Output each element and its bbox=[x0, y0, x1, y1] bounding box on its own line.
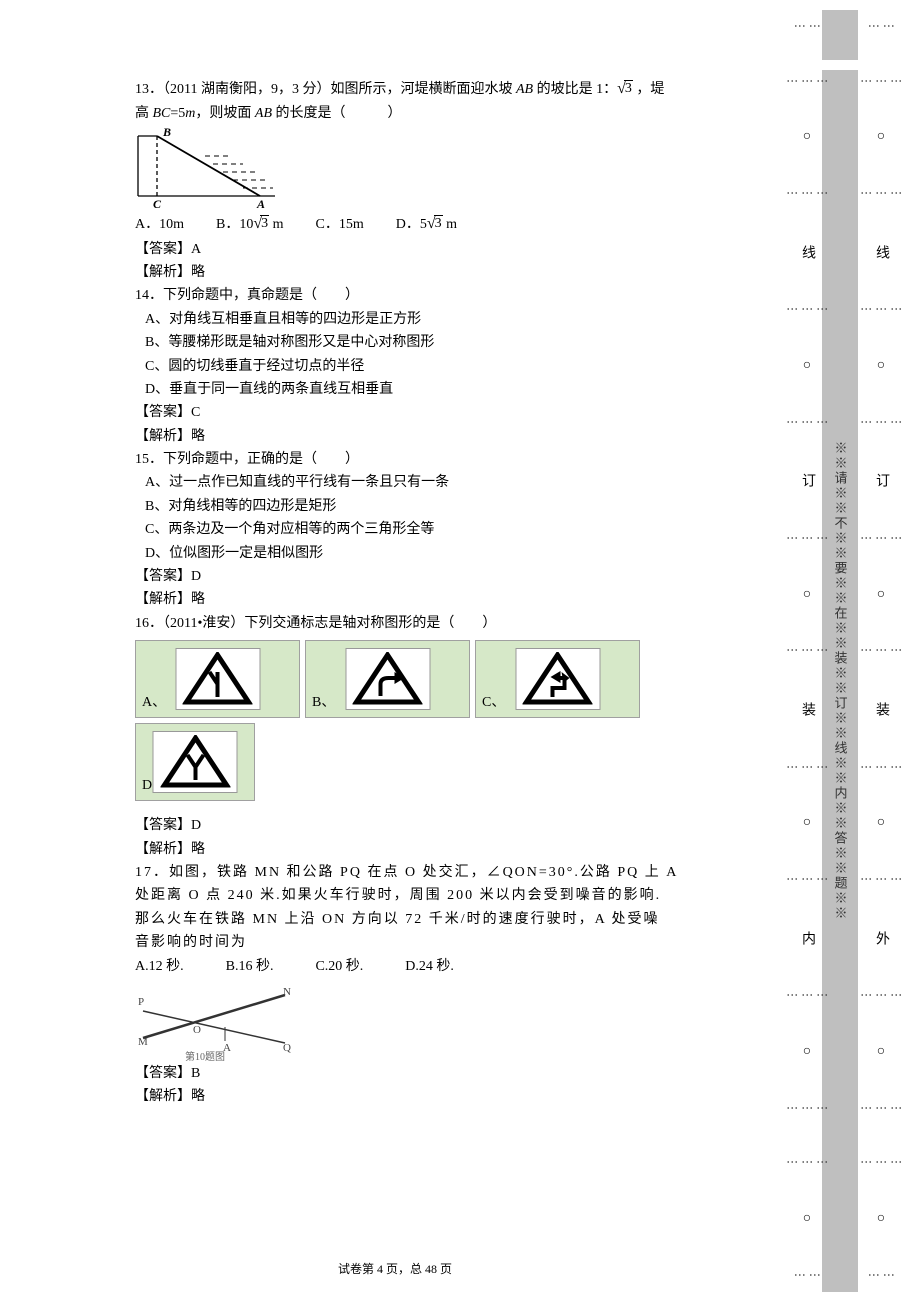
y-junction-sign-icon bbox=[153, 731, 238, 793]
q16-signs: A、 B、 C、 bbox=[135, 640, 755, 718]
q17-l4: 音影响的时间为 bbox=[135, 932, 755, 954]
svg-text:A: A bbox=[256, 197, 265, 208]
q16-signs-2: D、 bbox=[135, 723, 755, 801]
q14-d: D、垂直于同一直线的两条直线互相垂直 bbox=[145, 379, 755, 401]
q15-c: C、两条边及一个角对应相等的两个三角形全等 bbox=[145, 519, 755, 541]
q15-stem: 15．下列命题中，正确的是（ ） bbox=[135, 449, 755, 471]
svg-text:Q: Q bbox=[283, 1042, 291, 1054]
q14-b: B、等腰梯形既是轴对称图形又是中心对称图形 bbox=[145, 332, 755, 354]
q13-post: ，堤 bbox=[633, 82, 665, 97]
q13-options: A．10m B．10√3 m C．15m D．5√3 m bbox=[135, 211, 755, 237]
sqrt-3-icon: √3 bbox=[617, 76, 633, 102]
merge-left-sign-icon bbox=[175, 648, 260, 710]
q13-stem-line1: 13．（2011 湖南衡阳，9，3 分）如图所示，河堤横断面迎水坡 AB 的坡比… bbox=[135, 76, 755, 102]
sqrt-3-icon: √3 bbox=[427, 211, 443, 237]
svg-text:C: C bbox=[153, 197, 162, 208]
page-footer: 试卷第 4 页，总 48 页 bbox=[0, 1260, 790, 1277]
svg-text:N: N bbox=[283, 986, 291, 998]
q14-a: A、对角线互相垂直且相等的四边形是正方形 bbox=[145, 309, 755, 331]
q16-stem: 16．（2011•淮安）下列交通标志是轴对称图形的是（ ） bbox=[135, 613, 755, 635]
sign-a: A、 bbox=[135, 640, 300, 718]
q17-explain: 【解析】略 bbox=[135, 1086, 755, 1108]
q15-d: D、位似图形一定是相似图形 bbox=[145, 543, 755, 565]
q13-ab: AB bbox=[516, 82, 533, 97]
q17-l2: 处距离 O 点 240 米.如果火车行驶时，周围 200 米以内会受到噪音的影响… bbox=[135, 885, 755, 907]
binding-col-outer: ⋮ ⋮⋮ ⋮ ⋮○⋮ ⋮ ⋮线⋮ ⋮ ⋮○⋮ ⋮ ⋮订⋮ ⋮ ⋮○⋮ ⋮ ⋮装⋮… bbox=[866, 0, 896, 1302]
q15-b: B、对角线相等的四边形是矩形 bbox=[145, 496, 755, 518]
q17-opts: A.12 秒. B.16 秒. C.20 秒. D.24 秒. bbox=[135, 956, 755, 978]
q13-pre: 13．（2011 湖南衡阳，9，3 分）如图所示，河堤横断面迎水坡 bbox=[135, 82, 516, 97]
q17-diagram: P M O A N Q 第10题图 bbox=[135, 983, 295, 1058]
curve-right-sign-icon bbox=[345, 648, 430, 710]
page-content: 13．（2011 湖南衡阳，9，3 分）如图所示，河堤横断面迎水坡 AB 的坡比… bbox=[135, 75, 755, 1110]
q14-stem: 14．下列命题中，真命题是（ ） bbox=[135, 285, 755, 307]
q17-l1: 17．如图，铁路 MN 和公路 PQ 在点 O 处交汇，∠QON=30°.公路 … bbox=[135, 862, 755, 884]
q13-explain: 【解析】略 bbox=[135, 262, 755, 284]
q14-c: C、圆的切线垂直于经过切点的半径 bbox=[145, 356, 755, 378]
svg-text:O: O bbox=[193, 1024, 201, 1036]
q17-l3: 那么火车在铁路 MN 上沿 ON 方向以 72 千米/时的速度行驶时，A 处受噪 bbox=[135, 909, 755, 931]
sign-b: B、 bbox=[305, 640, 470, 718]
zigzag-sign-icon bbox=[515, 648, 600, 710]
svg-text:B: B bbox=[162, 128, 171, 139]
binding-col-inner: ⋮ ⋮⋮ ⋮ ⋮○⋮ ⋮ ⋮线⋮ ⋮ ⋮○⋮ ⋮ ⋮订⋮ ⋮ ⋮○⋮ ⋮ ⋮装⋮… bbox=[792, 0, 822, 1302]
q14-explain: 【解析】略 bbox=[135, 426, 755, 448]
svg-text:M: M bbox=[138, 1036, 148, 1048]
q13-mid: 的坡比是 1： bbox=[533, 82, 617, 97]
sign-d: D、 bbox=[135, 723, 255, 801]
q13-diagram: B C A bbox=[135, 128, 280, 208]
sign-c: C、 bbox=[475, 640, 640, 718]
q17-caption: 第10题图 bbox=[185, 1050, 225, 1063]
sqrt-3-icon: √3 bbox=[253, 211, 269, 237]
q14-answer: 【答案】C bbox=[135, 402, 755, 424]
grey-block-top bbox=[822, 10, 858, 60]
q16-explain: 【解析】略 bbox=[135, 839, 755, 861]
q15-answer: 【答案】D bbox=[135, 566, 755, 588]
q13-stem-line2: 高 BC=5m，则坡面 AB 的长度是（ ） bbox=[135, 103, 755, 125]
q17-answer: 【答案】B bbox=[135, 1063, 755, 1085]
binding-middle-text: ※※请※※不※※要※※在※※装※※订※※线※※内※※答※※题※※ bbox=[831, 441, 850, 921]
q15-a: A、过一点作已知直线的平行线有一条且只有一条 bbox=[145, 472, 755, 494]
q15-explain: 【解析】略 bbox=[135, 589, 755, 611]
q16-answer: 【答案】D bbox=[135, 815, 755, 837]
q13-answer: 【答案】A bbox=[135, 239, 755, 261]
svg-text:P: P bbox=[138, 996, 144, 1008]
